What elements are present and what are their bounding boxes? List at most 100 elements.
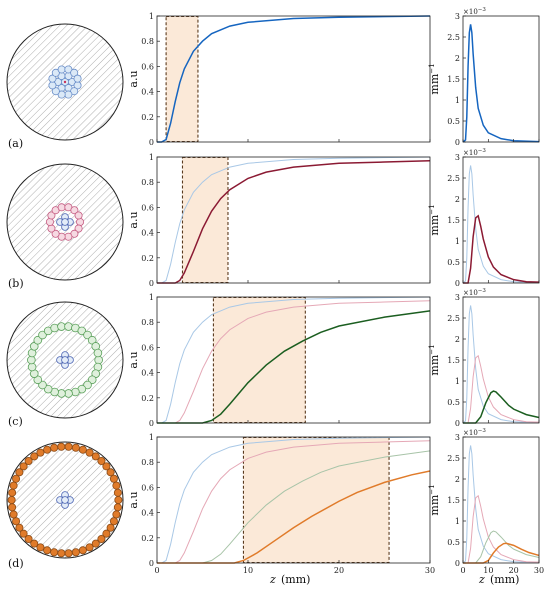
ring-element: [74, 224, 83, 233]
right-x-label-var: z: [478, 573, 485, 586]
y-tick-label: 2: [455, 475, 460, 484]
axes-frame: [462, 156, 540, 284]
cumulative-panel-c: 0 0.2 0.4 0.6 0.8 1 a.u: [127, 293, 431, 428]
ring-element: [91, 539, 100, 548]
ring-element: [8, 503, 17, 512]
y-tick-label: 1.5: [447, 216, 460, 225]
series-line-b: [463, 354, 540, 424]
ring-element: [70, 206, 79, 215]
ring-element: [36, 543, 45, 552]
ring-element: [97, 535, 106, 544]
ring-d: [7, 442, 123, 558]
ring-element: [114, 495, 123, 504]
y-tick-label: 0.5: [447, 398, 460, 407]
y-tick-label: 0: [455, 559, 460, 568]
y-tick-label: 0.5: [447, 258, 460, 267]
ring-element: [50, 443, 59, 452]
y-tick-label: 1: [149, 293, 154, 302]
core-circle: [70, 68, 79, 77]
ring-element: [71, 443, 80, 452]
ring-element: [74, 211, 83, 220]
ring-element: [50, 548, 59, 557]
core-circle: [64, 90, 73, 99]
core-circle: [57, 65, 66, 74]
core-circle: [61, 356, 69, 364]
ring-element: [15, 523, 24, 532]
ring-element: [91, 452, 100, 461]
axes-frame: [156, 15, 431, 143]
y-tick-label: 0.2: [141, 534, 154, 543]
y-tick-label: 1: [149, 153, 154, 162]
ring-element: [24, 456, 33, 465]
ring-element: [78, 546, 87, 555]
mid-x-axis-title: z (mm): [269, 573, 310, 586]
y-tick-label: 1: [149, 12, 154, 21]
x-tick-label: 30: [425, 566, 435, 575]
x-tick-label: 0: [154, 566, 159, 575]
ring-element: [9, 510, 18, 519]
ring-element: [83, 380, 92, 390]
row-label-a: (a): [8, 137, 23, 150]
series-line-a: [462, 305, 540, 424]
density-panel-d: 0 10 20 30 0 0.5 1 1.5 2 2.5 3 mm−1 ×10−3: [428, 428, 544, 575]
density-panels: 00.511.522.53mm−1×10−300.511.522.53mm−1×…: [428, 7, 544, 575]
series-line-a: [157, 156, 431, 284]
y-tick-label: 0.6: [141, 483, 154, 492]
series-line-c: [463, 530, 540, 564]
y-tick-label: 2.5: [447, 314, 460, 323]
ring-c: [27, 322, 103, 398]
ring-element: [19, 462, 28, 471]
ring-b: [45, 203, 85, 241]
core-circle: [48, 81, 57, 90]
y-tick-label: 0.2: [141, 254, 154, 263]
y-axis-label: a.u: [127, 70, 140, 87]
axes-frame: [462, 296, 540, 424]
schematic-d: (d): [6, 441, 124, 570]
ring-element: [76, 217, 85, 226]
ring-element: [94, 355, 103, 365]
ring-element: [106, 468, 115, 477]
row-label-b: (b): [8, 277, 24, 290]
series-line-d: [157, 470, 431, 564]
ring-element: [112, 481, 121, 490]
y-tick-label: 0: [149, 138, 154, 147]
ring-element: [57, 322, 66, 331]
y-tick-label: 0: [455, 138, 460, 147]
ring-element: [102, 529, 111, 538]
ring-element: [64, 322, 73, 331]
density-panel-b: 0 0.5 1 1.5 2 2.5 3 mm−1 ×10−3: [428, 148, 540, 288]
window-box: [181, 156, 229, 284]
window-box: [242, 436, 390, 564]
y-tick-label: 0: [455, 419, 460, 428]
ring-element: [85, 543, 94, 552]
y-tick-label: 2: [455, 195, 460, 204]
axes-frame: [156, 296, 431, 424]
row-label-d: (d): [8, 557, 24, 570]
axes-frame: [156, 436, 431, 564]
y-tick-label: 2: [455, 335, 460, 344]
ring-element: [102, 462, 111, 471]
core-circle: [61, 496, 69, 504]
ring-element: [12, 474, 21, 483]
y-tick-label: 1.5: [447, 496, 460, 505]
series-line-c: [157, 310, 431, 424]
y-tick-label: 1: [455, 237, 460, 246]
x-tick-label: 0: [460, 566, 465, 575]
ring-element: [109, 517, 118, 526]
ring-element: [45, 217, 54, 226]
core-cross-c: [56, 351, 74, 369]
ring-element: [113, 488, 122, 497]
cumulative-panel-b: 0 0.2 0.4 0.6 0.8 1 a.u: [127, 153, 431, 288]
ring-element: [64, 232, 73, 241]
core-center-marker: [63, 80, 67, 84]
ring-element: [106, 523, 115, 532]
y-tick-label: 3: [455, 293, 460, 302]
y-tick-label: 0.8: [141, 318, 154, 327]
y-tick-label: 0.8: [141, 178, 154, 187]
density-panel-c: 0 0.5 1 1.5 2 2.5 3 mm−1 ×10−3: [428, 288, 540, 428]
ring-element: [64, 389, 73, 398]
ring-element: [64, 549, 73, 558]
y-axis-label: mm−1: [428, 204, 441, 235]
ring-element: [77, 326, 87, 336]
y-scale-exponent: ×10−3: [463, 148, 486, 157]
